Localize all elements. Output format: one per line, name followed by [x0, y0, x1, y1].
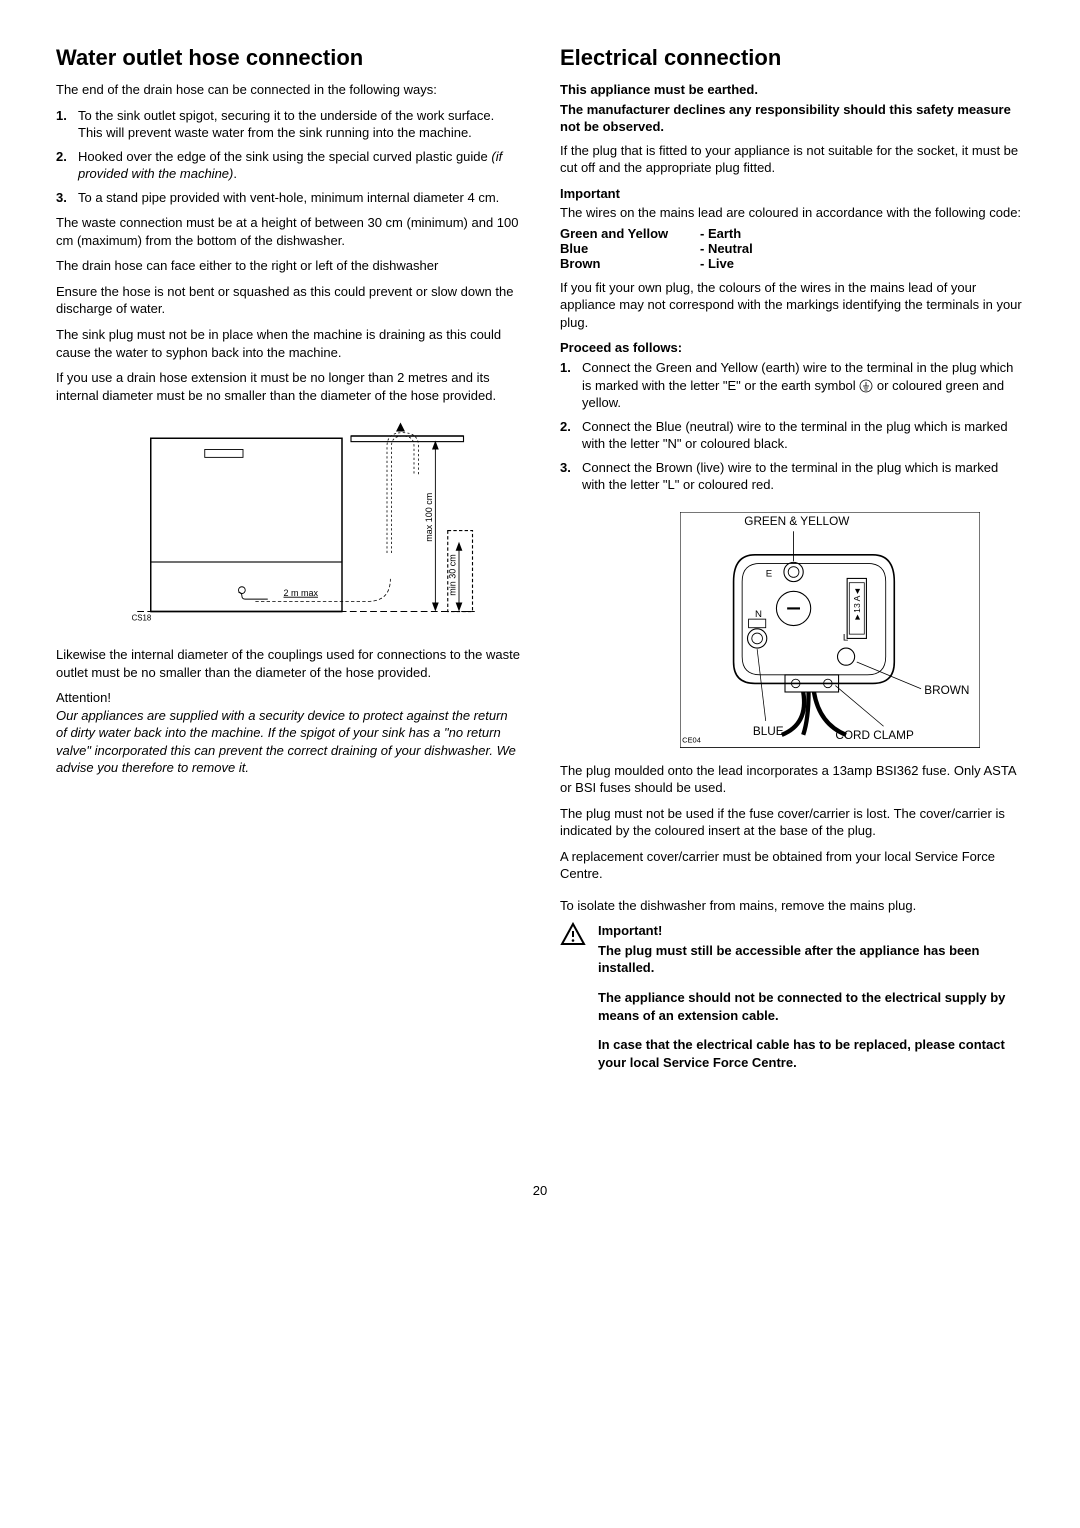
color-val: - Neutral: [700, 241, 753, 256]
warn-text: The plug must still be accessible after …: [598, 942, 1024, 977]
diagram-code: CE04: [682, 735, 701, 744]
attention-text: Our appliances are supplied with a secur…: [56, 707, 520, 777]
wiring-list: Connect the Green and Yellow (earth) wir…: [560, 359, 1024, 494]
hose-label: 2 m max: [284, 588, 319, 598]
paragraph: The wires on the mains lead are coloured…: [560, 204, 1024, 222]
diagram-code: CS18: [132, 614, 152, 623]
paragraph: If you fit your own plug, the colours of…: [560, 279, 1024, 332]
intro-text: The end of the drain hose can be connect…: [56, 81, 520, 99]
paragraph: Likewise the internal diameter of the co…: [56, 646, 520, 681]
e-label: E: [766, 568, 772, 579]
max-label: max 100 cm: [424, 493, 434, 542]
blue-label: BLUE: [753, 725, 784, 738]
paragraph: If the plug that is fitted to your appli…: [560, 142, 1024, 177]
color-label: Blue: [560, 241, 700, 256]
color-val: - Earth: [700, 226, 741, 241]
sub-heading: The manufacturer declines any responsibi…: [560, 101, 1024, 136]
page-number: 20: [56, 1183, 1024, 1198]
list-item: Hooked over the edge of the sink using t…: [56, 148, 520, 183]
plug-diagram: GREEN & YELLOW E N L ►13 A◄: [680, 512, 980, 748]
warning-icon: [560, 922, 586, 946]
important-head: Important: [560, 185, 1024, 203]
warn-text: In case that the electrical cable has to…: [598, 1036, 1024, 1071]
paragraph: The sink plug must not be in place when …: [56, 326, 520, 361]
hose-diagram: 2 m max max 100 cm min 30 cm CS18: [126, 418, 486, 632]
color-val: - Live: [700, 256, 734, 271]
paragraph: If you use a drain hose extension it mus…: [56, 369, 520, 404]
list-item: To the sink outlet spigot, securing it t…: [56, 107, 520, 142]
proceed-head: Proceed as follows:: [560, 339, 1024, 357]
paragraph: Ensure the hose is not bent or squashed …: [56, 283, 520, 318]
section-title: Water outlet hose connection: [56, 45, 520, 71]
color-label: Green and Yellow: [560, 226, 700, 241]
paragraph: To isolate the dishwasher from mains, re…: [560, 897, 1024, 915]
sub-heading: This appliance must be earthed.: [560, 81, 1024, 99]
color-code-table: Green and Yellow- Earth Blue- Neutral Br…: [560, 226, 1024, 271]
paragraph: The plug moulded onto the lead incorpora…: [560, 762, 1024, 797]
section-title: Electrical connection: [560, 45, 1024, 71]
list-item: Connect the Green and Yellow (earth) wir…: [560, 359, 1024, 412]
n-label: N: [755, 609, 762, 620]
list-item: Connect the Blue (neutral) wire to the t…: [560, 418, 1024, 453]
color-label: Brown: [560, 256, 700, 271]
connection-list: To the sink outlet spigot, securing it t…: [56, 107, 520, 207]
min-label: min 30 cm: [448, 554, 458, 596]
clamp-label: CORD CLAMP: [835, 729, 914, 742]
paragraph: The drain hose can face either to the ri…: [56, 257, 520, 275]
brown-label: BROWN: [924, 684, 969, 697]
attention-head: Attention!: [56, 689, 520, 707]
warning-block: Important! The plug must still be access…: [560, 922, 1024, 1083]
list-item: Connect the Brown (live) wire to the ter…: [560, 459, 1024, 494]
earth-icon: [859, 379, 873, 393]
paragraph: The plug must not be used if the fuse co…: [560, 805, 1024, 840]
important-label: Important!: [598, 922, 1024, 940]
paragraph: The waste connection must be at a height…: [56, 214, 520, 249]
list-item: To a stand pipe provided with vent-hole,…: [56, 189, 520, 207]
left-column: Water outlet hose connection The end of …: [56, 45, 520, 1083]
right-column: Electrical connection This appliance mus…: [560, 45, 1024, 1083]
fuse-label: ►13 A◄: [852, 587, 862, 621]
green-label: GREEN & YELLOW: [744, 515, 850, 528]
warn-text: The appliance should not be connected to…: [598, 989, 1024, 1024]
paragraph: A replacement cover/carrier must be obta…: [560, 848, 1024, 883]
